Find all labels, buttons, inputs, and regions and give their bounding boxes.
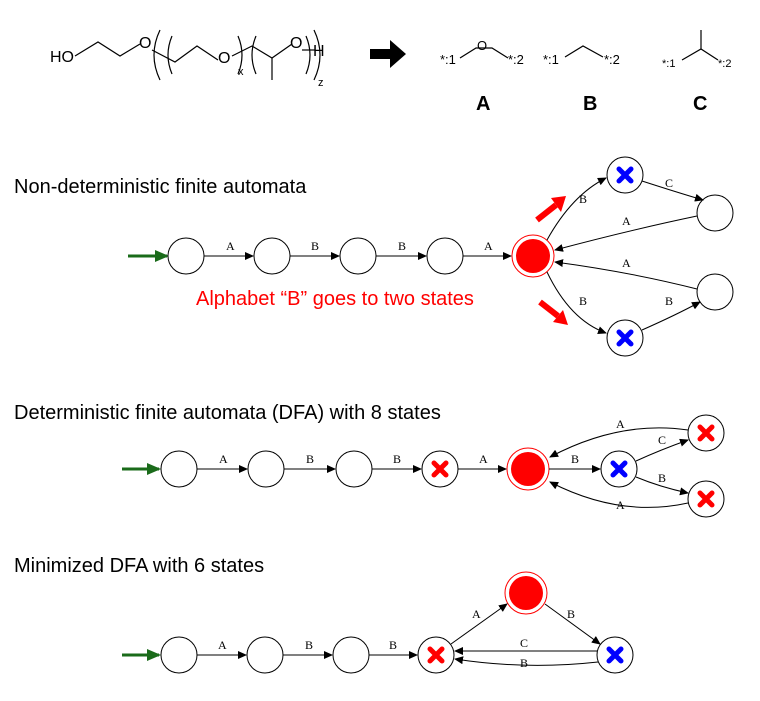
nfa-accept-state	[511, 234, 555, 278]
min-edge-label: A	[218, 638, 227, 652]
nfa-edge-label: B	[398, 239, 406, 253]
fragment-b: *:1 *:2 B	[543, 45, 620, 115]
min-edge-label: B	[520, 656, 528, 670]
dfa-edge-label: B	[306, 452, 314, 466]
min-state-3	[417, 636, 455, 674]
dfa-edge-label: B	[658, 471, 666, 485]
nfa-state-bottom	[606, 319, 644, 357]
nfa-state-top-right	[696, 194, 734, 232]
fragment-a-right: *:2	[508, 52, 524, 67]
min-edge-label: A	[472, 607, 481, 621]
dfa-state-bottom	[687, 480, 725, 518]
nfa-edge-label: B	[311, 239, 319, 253]
subscript-z: z	[318, 77, 324, 89]
fragment-a-oxygen: O	[477, 38, 487, 53]
min-state-branch	[596, 636, 634, 674]
dfa-edge-label: A	[219, 452, 228, 466]
fragment-a: *:1 O *:2 A	[440, 38, 524, 115]
min-edge-label: B	[567, 607, 575, 621]
dfa-title: Deterministic finite automata (DFA) with…	[14, 402, 441, 424]
dfa-state-2	[335, 450, 373, 488]
hydrogen-label: H	[313, 43, 325, 60]
nfa-edge-label: A	[484, 239, 493, 253]
nfa-title: Non-deterministic finite automata	[14, 176, 307, 198]
nfa-edge-label: B	[665, 294, 673, 308]
fragment-c-letter: C	[693, 93, 707, 115]
dfa-edge-label: C	[658, 433, 666, 447]
dfa-state-top	[687, 414, 725, 452]
min-state-0	[160, 636, 198, 674]
oxygen-label-1: O	[139, 35, 151, 52]
dfa-state-1	[247, 450, 285, 488]
dfa-edge-label: A	[616, 498, 625, 512]
nfa-note: Alphabet “B” goes to two states	[196, 288, 474, 310]
min-state-1	[246, 636, 284, 674]
reaction-arrow-icon	[370, 40, 406, 68]
nfa-state-1	[253, 237, 291, 275]
fragment-a-letter: A	[476, 93, 490, 115]
ho-label: HO	[50, 49, 74, 66]
molecule-structure: HO O O x O H z	[50, 29, 325, 89]
dfa-edge-label: B	[393, 452, 401, 466]
dfa-accept-state	[506, 447, 550, 491]
nfa-edge-label: C	[665, 176, 673, 190]
fragment-b-letter: B	[583, 93, 597, 115]
nfa-edge-label: B	[579, 294, 587, 308]
dfa-state-branch	[600, 450, 638, 488]
oxygen-label-3: O	[290, 35, 302, 52]
oxygen-label-2: O	[218, 50, 230, 67]
nfa-state-bottom-right	[696, 273, 734, 311]
nfa-state-3	[426, 237, 464, 275]
fragment-b-left: *:1	[543, 52, 559, 67]
fragment-c: *:1 *:2 C	[662, 30, 731, 115]
dfa-state-3	[421, 450, 459, 488]
dfa-edge-label: A	[616, 417, 625, 431]
min-edge-label: B	[389, 638, 397, 652]
fragment-a-left: *:1	[440, 52, 456, 67]
subscript-x: x	[238, 66, 244, 78]
nfa-edge-label: A	[226, 239, 235, 253]
min-title: Minimized DFA with 6 states	[14, 555, 264, 577]
nfa-state-0	[167, 237, 205, 275]
nfa-edge-label: A	[622, 214, 631, 228]
red-indicator-arrow-down	[538, 299, 568, 325]
fragment-b-right: *:2	[604, 52, 620, 67]
nfa-edge-label: B	[579, 192, 587, 206]
min-accept-state	[504, 571, 548, 615]
dfa-edge-label: B	[571, 452, 579, 466]
nfa-state-top	[606, 156, 644, 194]
dfa-state-0	[160, 450, 198, 488]
fragment-c-left: *:1	[662, 58, 675, 70]
min-edge-label: B	[305, 638, 313, 652]
nfa-state-2	[339, 237, 377, 275]
min-state-2	[332, 636, 370, 674]
nfa-edge-label: A	[622, 256, 631, 270]
min-edge-label: C	[520, 636, 528, 650]
dfa-edge-label: A	[479, 452, 488, 466]
fragment-c-right: *:2	[718, 58, 731, 70]
red-indicator-arrow-up	[535, 196, 566, 223]
